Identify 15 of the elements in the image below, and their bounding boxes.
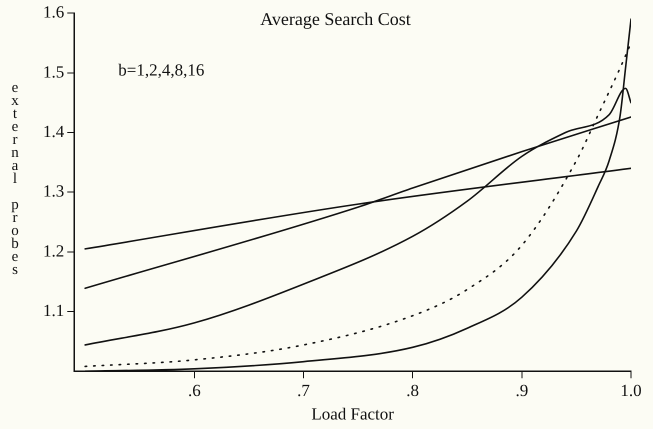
x-tick-label: 1.0 xyxy=(620,380,642,400)
x-axis-title: Load Factor xyxy=(311,404,394,424)
y-tick-label: 1.1 xyxy=(43,301,64,320)
y-tick-label: 1.4 xyxy=(43,122,65,141)
x-tick-label: .6 xyxy=(188,380,201,400)
y-tick-label: 1.2 xyxy=(43,241,64,260)
x-tick-label: .9 xyxy=(515,380,528,400)
y-tick-label: 1.3 xyxy=(43,182,64,201)
x-tick-label: .8 xyxy=(406,380,420,400)
y-tick-label: 1.6 xyxy=(43,2,64,22)
y-tick-label: 1.5 xyxy=(43,62,64,82)
x-tick-label: .7 xyxy=(297,380,310,400)
annotation: b=1,2,4,8,16 xyxy=(118,60,204,80)
chart-title: Average Search Cost xyxy=(260,9,411,30)
y-axis-title: external probes xyxy=(6,80,24,275)
